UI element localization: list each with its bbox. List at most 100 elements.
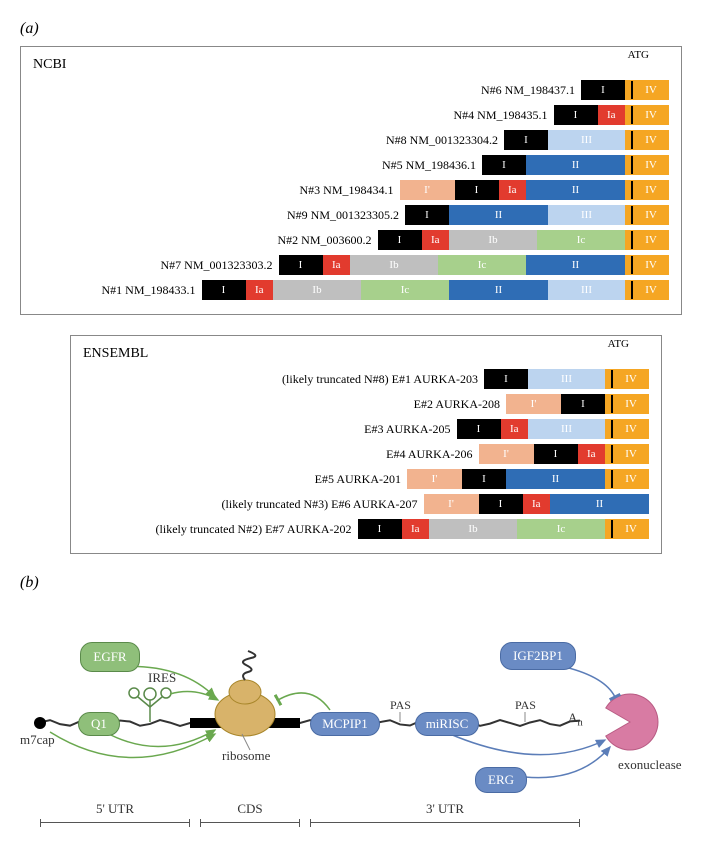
transcript-row: E#2 AURKA-208I'IIV bbox=[83, 393, 649, 415]
exon-segment-Ic: Ic bbox=[517, 519, 605, 539]
exon-segment-Ic: Ic bbox=[438, 255, 526, 275]
exon-segment-I: I bbox=[279, 255, 323, 275]
exon-segment-I: I bbox=[482, 155, 526, 175]
exon-segment-IV: IV bbox=[605, 469, 649, 489]
ensembl-title: ENSEMBL bbox=[83, 346, 649, 362]
transcript-row: (likely truncated N#2) E#7 AURKA-202IIaI… bbox=[83, 518, 649, 540]
exon-segment-Ib: Ib bbox=[350, 255, 438, 275]
exon-segment-II: II bbox=[449, 280, 548, 300]
exon-segment-II: II bbox=[526, 255, 625, 275]
exon-segment-IV: IV bbox=[625, 105, 669, 125]
exon-segment-I: I bbox=[455, 180, 499, 200]
exon-segment-I: I bbox=[405, 205, 449, 225]
exon-segment-I: I bbox=[504, 130, 548, 150]
exon-segment-Ia: Ia bbox=[246, 280, 274, 300]
exon-segment-Ic: Ic bbox=[537, 230, 625, 250]
exon-segment-Ia: Ia bbox=[499, 180, 527, 200]
atg-label-ncbi: ATG bbox=[628, 49, 649, 61]
exon-segment-IV: IV bbox=[605, 519, 649, 539]
exon-segment-Ib: Ib bbox=[429, 519, 517, 539]
exon-segment-I: I bbox=[202, 280, 246, 300]
exon-segment-III: III bbox=[528, 419, 605, 439]
ncbi-box: NCBI ATG N#6 NM_198437.1IIVN#4 NM_198435… bbox=[20, 46, 682, 315]
ncbi-title: NCBI bbox=[33, 57, 669, 73]
region-3utr: 3' UTR bbox=[310, 822, 580, 829]
panel-b-diagram: m7cap EGFR Q1 IRES ribosome MCPIP1 miRIS… bbox=[20, 622, 680, 842]
panel-a-label: (a) bbox=[20, 20, 682, 38]
transcript-label: N#7 NM_001323303.2 bbox=[160, 258, 272, 273]
exon-segment-I: I bbox=[462, 469, 506, 489]
region-5utr: 5' UTR bbox=[40, 822, 190, 829]
exon-segment-II: II bbox=[526, 155, 625, 175]
exon-segment-Ia: Ia bbox=[598, 105, 626, 125]
exon-segment-Ia: Ia bbox=[501, 419, 529, 439]
exon-segment-IV: IV bbox=[625, 230, 669, 250]
exon-segment-IV: IV bbox=[605, 369, 649, 389]
ensembl-box: ENSEMBL ATG (likely truncated N#8) E#1 A… bbox=[70, 335, 662, 554]
exon-segment-Iprime: I' bbox=[400, 180, 455, 200]
transcript-label: N#2 NM_003600.2 bbox=[277, 233, 371, 248]
transcript-label: N#3 NM_198434.1 bbox=[299, 183, 393, 198]
transcript-label: (likely truncated N#2) E#7 AURKA-202 bbox=[156, 522, 352, 537]
exon-segment-Ia: Ia bbox=[402, 519, 430, 539]
exon-segment-Ia: Ia bbox=[523, 494, 551, 514]
transcript-row: N#9 NM_001323305.2IIIIIIIV bbox=[33, 204, 669, 226]
transcript-row: N#1 NM_198433.1IIaIbIcIIIIIIV bbox=[33, 279, 669, 301]
transcript-row: (likely truncated N#8) E#1 AURKA-203 IIII… bbox=[83, 368, 649, 390]
panel-b-label: (b) bbox=[20, 574, 682, 592]
exon-segment-Iprime: I' bbox=[479, 444, 534, 464]
transcript-label: N#5 NM_198436.1 bbox=[382, 158, 476, 173]
exon-segment-Ib: Ib bbox=[273, 280, 361, 300]
exon-segment-IV: IV bbox=[625, 130, 669, 150]
exon-segment-IV: IV bbox=[625, 205, 669, 225]
exon-segment-II: II bbox=[506, 469, 605, 489]
transcript-row: N#7 NM_001323303.2 IIaIbIcIIIV bbox=[33, 254, 669, 276]
exon-segment-Ia: Ia bbox=[323, 255, 351, 275]
exon-segment-IV: IV bbox=[605, 419, 649, 439]
exon-segment-I: I bbox=[581, 80, 625, 100]
exon-segment-Iprime: I' bbox=[407, 469, 462, 489]
transcript-label: N#8 NM_001323304.2 bbox=[386, 133, 498, 148]
exon-segment-I: I bbox=[534, 444, 578, 464]
region-5utr-label: 5' UTR bbox=[40, 801, 190, 817]
exon-segment-IV: IV bbox=[605, 444, 649, 464]
exon-segment-I: I bbox=[554, 105, 598, 125]
transcript-label: (likely truncated N#3) E#6 AURKA-207 bbox=[222, 497, 418, 512]
atg-label-ensembl: ATG bbox=[608, 338, 629, 350]
transcript-row: N#5 NM_198436.1IIIIV bbox=[33, 154, 669, 176]
exon-segment-Iprime: I' bbox=[506, 394, 561, 414]
exon-segment-IV: IV bbox=[605, 394, 649, 414]
exon-segment-IV: IV bbox=[625, 255, 669, 275]
transcript-label: E#4 AURKA-206 bbox=[386, 447, 472, 462]
transcript-row: N#4 NM_198435.1 IIaIV bbox=[33, 104, 669, 126]
transcript-label: E#3 AURKA-205 bbox=[364, 422, 450, 437]
exon-segment-I: I bbox=[358, 519, 402, 539]
transcript-label: N#9 NM_001323305.2 bbox=[287, 208, 399, 223]
exon-segment-I: I bbox=[484, 369, 528, 389]
exon-segment-I: I bbox=[457, 419, 501, 439]
transcript-row: E#5 AURKA-201I'IIIIV bbox=[83, 468, 649, 490]
exon-segment-III: III bbox=[548, 205, 625, 225]
transcript-label: N#4 NM_198435.1 bbox=[453, 108, 547, 123]
exon-segment-IV: IV bbox=[625, 180, 669, 200]
exon-segment-Ic: Ic bbox=[361, 280, 449, 300]
exon-segment-I: I bbox=[479, 494, 523, 514]
exon-segment-III: III bbox=[548, 130, 625, 150]
transcript-label: N#1 NM_198433.1 bbox=[101, 283, 195, 298]
exon-segment-IV: IV bbox=[625, 80, 669, 100]
exon-segment-III: III bbox=[548, 280, 625, 300]
exon-segment-II: II bbox=[526, 180, 625, 200]
exon-segment-IV: IV bbox=[625, 280, 669, 300]
region-cds-label: CDS bbox=[200, 801, 300, 817]
exon-segment-II: II bbox=[550, 494, 649, 514]
transcript-row: (likely truncated N#3) E#6 AURKA-207I'II… bbox=[83, 493, 649, 515]
exon-segment-Iprime: I' bbox=[424, 494, 479, 514]
transcript-label: (likely truncated N#8) E#1 AURKA-203 bbox=[282, 372, 478, 387]
transcript-label: N#6 NM_198437.1 bbox=[481, 83, 575, 98]
exon-segment-Ia: Ia bbox=[578, 444, 606, 464]
exon-segment-III: III bbox=[528, 369, 605, 389]
exon-segment-Ia: Ia bbox=[422, 230, 450, 250]
transcript-row: E#3 AURKA-205 IIaIIIIV bbox=[83, 418, 649, 440]
region-cds: CDS bbox=[200, 822, 300, 829]
region-3utr-label: 3' UTR bbox=[310, 801, 580, 817]
